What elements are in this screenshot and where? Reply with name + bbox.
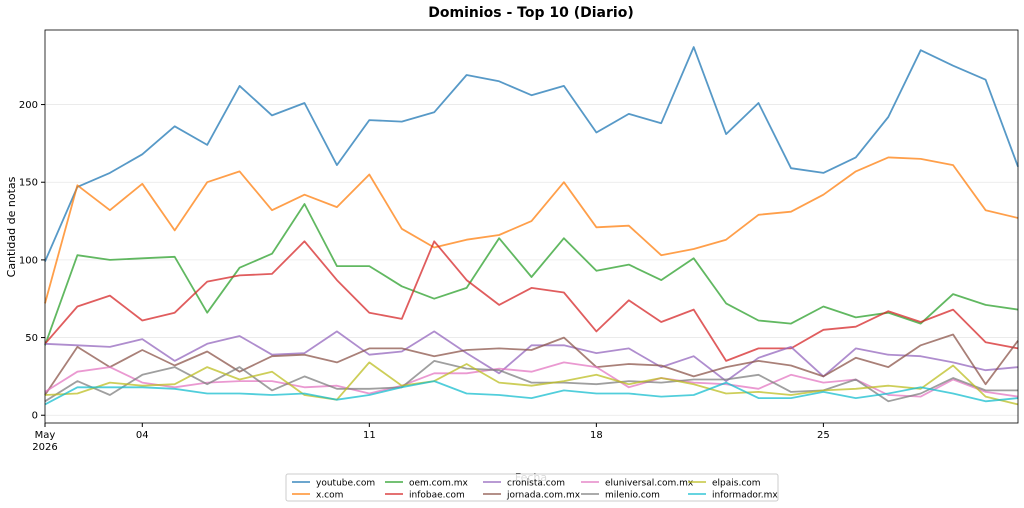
legend-label: milenio.com [605,491,660,501]
series-line [44,240,1019,362]
legend-label: infobae.com [409,491,465,501]
series-line [44,380,1019,406]
series-line [44,333,1019,396]
x-tick-label: May 2026 [32,430,57,453]
legend-label: elpais.com [712,479,761,489]
y-tick-label: 200 [19,100,38,111]
series-line [44,330,1019,382]
x-tick-label: 18 [590,430,603,441]
chart-title: Dominios - Top 10 (Diario) [428,5,633,21]
legend-label: informador.mx [712,491,778,501]
legend-label: jornada.com.mx [506,491,581,501]
x-tick-label: 04 [136,430,149,441]
y-tick-label: 150 [19,178,38,189]
x-tick-label: 25 [817,430,830,441]
legend-label: x.com [316,491,343,501]
legend-label: cronista.com [507,479,565,489]
series-line [44,360,1018,403]
legend-label: eluniversal.com.mx [605,479,694,489]
series-line [44,361,1019,406]
series-line [44,203,1019,346]
legend-label: oem.com.mx [409,479,469,489]
y-axis-label: Cantidad de notas [5,176,18,277]
legend-label: youtube.com [316,479,375,489]
legend-box [285,473,779,502]
series-line [44,156,1019,304]
y-tick-label: 0 [32,411,38,422]
y-tick-label: 100 [19,255,38,266]
series-line [44,46,1019,262]
plot-frame [44,29,1019,424]
x-tick-label: 11 [363,430,376,441]
y-tick-label: 50 [25,333,38,344]
